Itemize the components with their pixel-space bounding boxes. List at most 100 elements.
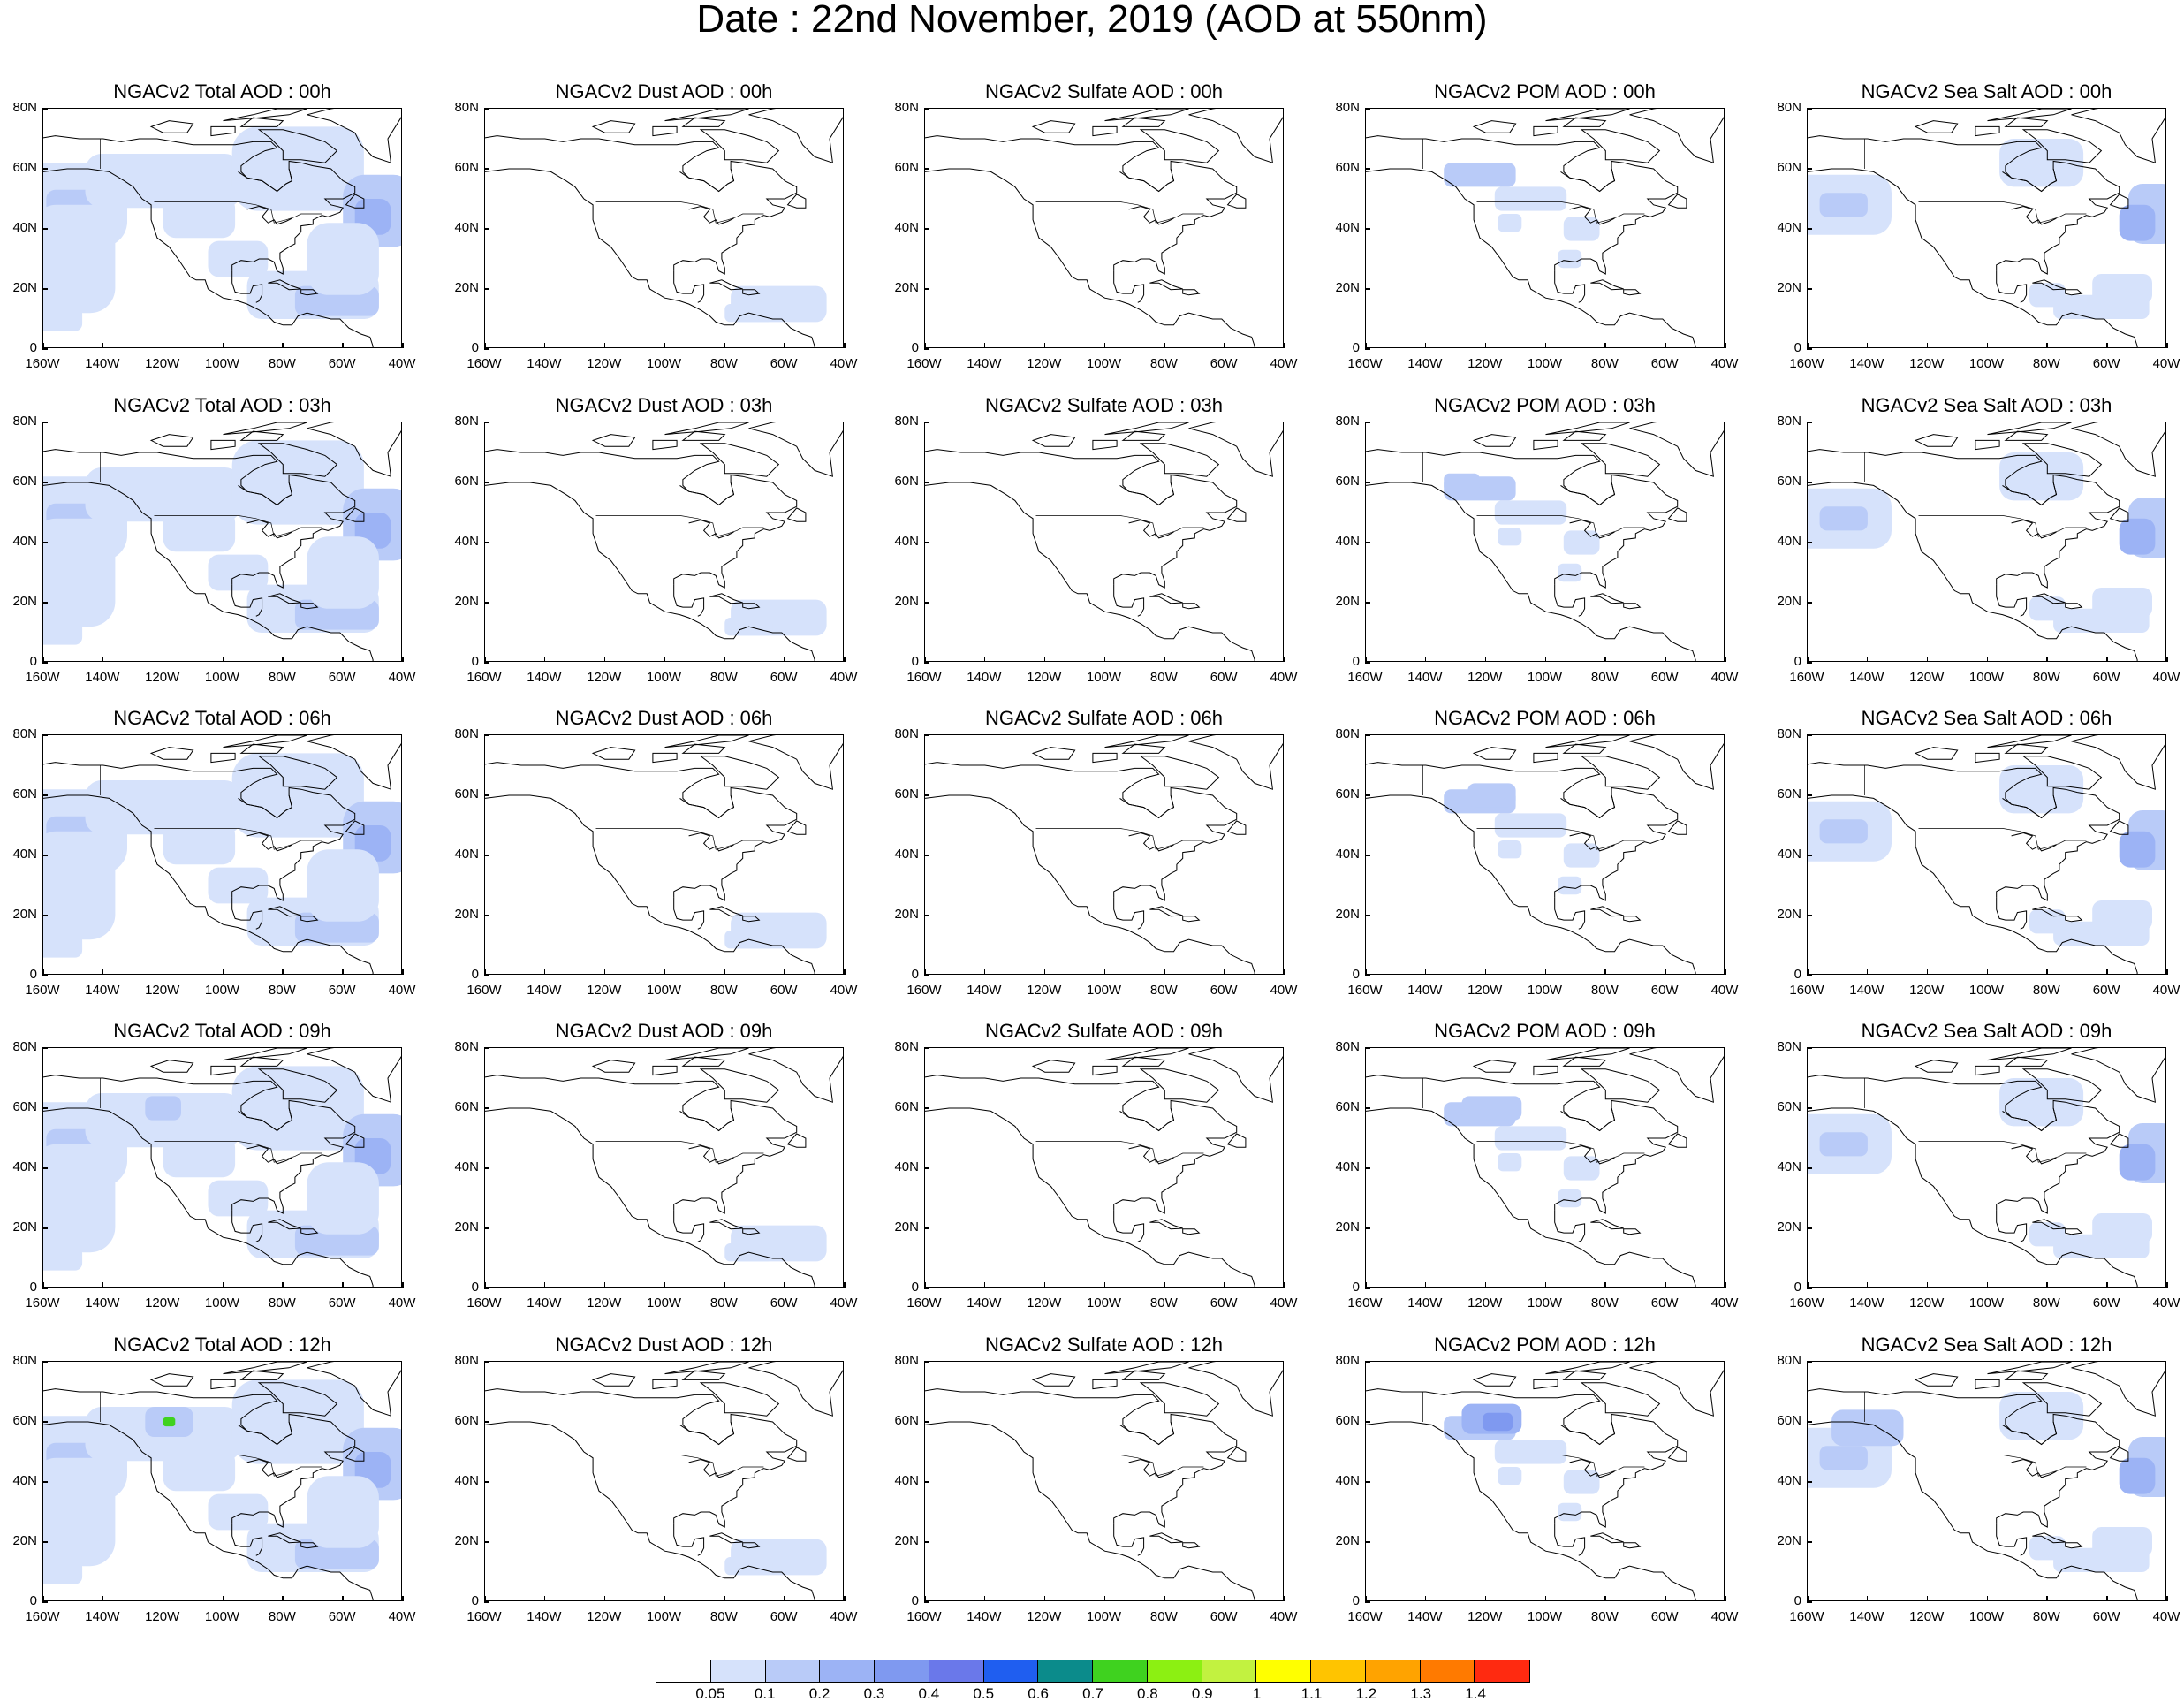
coastline (307, 422, 401, 477)
lat-tick-label: 60N (1777, 1099, 1801, 1114)
coastline (1128, 1144, 1174, 1165)
panel-title: NGACv2 Dust AOD : 00h (555, 80, 773, 103)
lon-tick-label: 120W (1027, 983, 1062, 998)
colorbar-box (875, 1660, 929, 1682)
coastline (307, 1362, 401, 1417)
country-border (1035, 1141, 1204, 1163)
coastline (223, 1362, 307, 1375)
lon-tick-label: 160W (1789, 1295, 1824, 1311)
coastline (652, 125, 678, 137)
lon-tick-label: 80W (2032, 356, 2060, 371)
coastline (681, 1056, 726, 1067)
coastline (1560, 1421, 1616, 1446)
lon-tick-label: 160W (466, 1609, 502, 1624)
lat-tick-label: 20N (1335, 280, 1360, 295)
coastline (2002, 1421, 2058, 1446)
lon-tick-label: 60W (1210, 983, 1238, 998)
coastline (664, 735, 749, 748)
lon-tick-label: 40W (388, 670, 416, 685)
lon-tick-label: 80W (2032, 1295, 2060, 1311)
lon-tick-label: 160W (1347, 670, 1383, 685)
coastline (239, 430, 284, 441)
lon-tick-label: 60W (2092, 1295, 2120, 1311)
lon-tick-label: 100W (1527, 670, 1563, 685)
lat-tick-mark (1365, 1421, 1370, 1423)
panel-title: NGACv2 POM AOD : 03h (1434, 394, 1656, 416)
coastline (699, 1382, 780, 1417)
lat-tick-mark (924, 1047, 929, 1049)
coastline (239, 117, 284, 127)
lon-tick-mark (1866, 1282, 1869, 1288)
lon-tick-mark (42, 1596, 44, 1601)
coastline (1149, 279, 1183, 291)
lon-tick-label: 120W (587, 1609, 622, 1624)
colorbar-label: 0.5 (973, 1685, 995, 1702)
lon-tick-label: 140W (85, 983, 120, 998)
lon-tick-mark (342, 657, 344, 662)
country-border (1476, 201, 1645, 224)
map-svg (485, 1048, 843, 1287)
lat-tick-label: 80N (12, 100, 37, 115)
lat-tick-mark (924, 228, 929, 230)
coastline (268, 279, 301, 291)
lon-tick-label: 40W (1710, 670, 1739, 685)
lon-tick-mark (784, 657, 785, 662)
lat-tick-mark (1365, 1541, 1370, 1543)
aod-patch (1483, 1412, 1513, 1432)
lat-tick-mark (42, 1481, 48, 1483)
coastline (231, 270, 263, 303)
coastline (1226, 820, 1247, 835)
lon-tick-label: 120W (145, 1295, 180, 1311)
lon-tick-label: 40W (2152, 356, 2180, 371)
lon-tick-mark (1164, 969, 1165, 975)
lat-tick-label: 80N (1335, 414, 1360, 429)
aod-patch (1494, 186, 1567, 211)
coastline (1590, 1532, 1624, 1544)
lon-tick-label: 60W (1650, 1609, 1679, 1624)
aod-patch (1999, 1392, 2084, 1440)
coastline (925, 168, 1255, 347)
lat-tick-label: 60N (12, 786, 37, 802)
lat-tick-label: 40N (1335, 220, 1360, 235)
panel-title: NGACv2 Sea Salt AOD : 09h (1861, 1020, 2112, 1042)
lat-tick-label: 40N (454, 220, 479, 235)
lat-tick-mark (484, 228, 489, 230)
lon-tick-mark (983, 657, 986, 662)
lon-tick-label: 80W (1590, 1609, 1619, 1624)
country-border (595, 828, 764, 850)
colorbar-label: 1.1 (1301, 1685, 1323, 1702)
lat-tick-mark (1365, 855, 1370, 856)
coastline (1975, 1065, 2000, 1076)
coastline (1996, 1523, 2028, 1556)
coastline (1580, 129, 1661, 163)
lat-tick-label: 0 (911, 654, 919, 669)
lat-tick-label: 0 (1352, 967, 1360, 982)
map-panel-dust-4: NGACv2 Dust AOD : 12h 80N 60N 40N 20N 0 160W 14… (454, 1334, 857, 1628)
colorbar-box (1093, 1660, 1148, 1682)
lon-tick-mark (1164, 1282, 1165, 1288)
lon-tick-label: 120W (145, 356, 180, 371)
coastline (1188, 1362, 1283, 1417)
lat-tick-label: 20N (12, 907, 37, 922)
coastline (1121, 1370, 1166, 1380)
lon-tick-mark (983, 343, 986, 348)
coastline (1121, 430, 1166, 441)
map-svg (925, 1362, 1283, 1600)
lon-tick-label: 100W (204, 1295, 240, 1311)
coastline (1623, 289, 1642, 296)
lon-tick-label: 120W (1027, 1295, 1062, 1311)
lat-tick-mark (1807, 482, 1812, 483)
lon-tick-mark (282, 343, 284, 348)
aod-patch (1498, 214, 1522, 232)
lat-tick-label: 40N (12, 847, 37, 862)
coastline (2021, 443, 2103, 477)
aod-patch (43, 1457, 116, 1567)
lon-tick-mark (342, 1282, 344, 1288)
lon-tick-mark (664, 343, 665, 348)
lon-tick-mark (1284, 969, 1285, 975)
coastline (1590, 593, 1624, 604)
coastline (1667, 1447, 1687, 1462)
lon-tick-label: 100W (204, 983, 240, 998)
lat-tick-label: 60N (12, 1413, 37, 1428)
coastline (681, 117, 726, 127)
